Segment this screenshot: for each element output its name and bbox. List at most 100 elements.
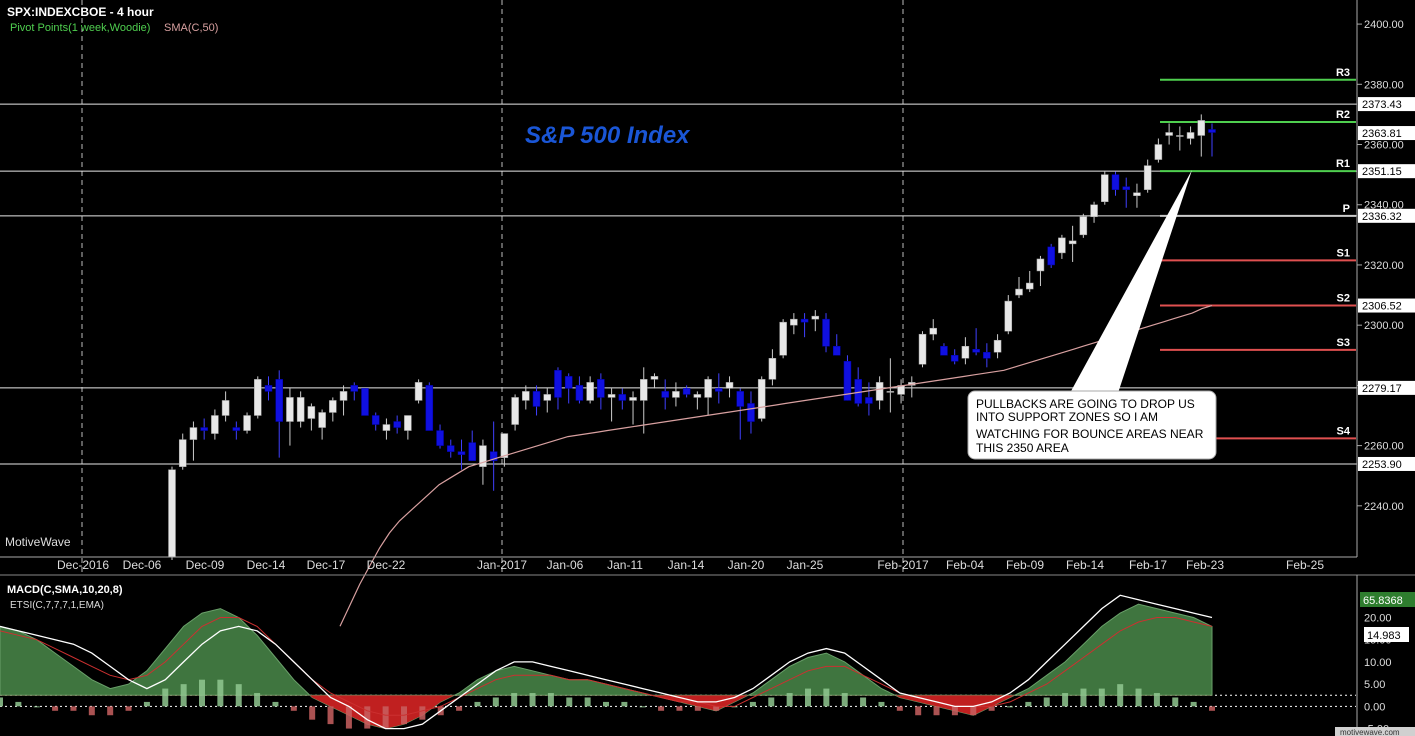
price-label-text: 2306.52 — [1362, 301, 1402, 313]
callout-line: INTO SUPPORT ZONES SO I AM — [976, 410, 1158, 424]
candle-body — [768, 358, 777, 380]
price-label-text: 2351.15 — [1362, 166, 1402, 178]
macd-histogram-bar — [492, 697, 499, 707]
candle-body — [168, 469, 176, 558]
macd-signal-line — [0, 617, 1213, 716]
candle-body — [800, 318, 809, 323]
macd-histogram-bar — [1117, 684, 1124, 707]
price-label-box — [1358, 298, 1415, 313]
macd-histogram-bar — [88, 706, 95, 716]
time-tick-label: Dec-17 — [307, 558, 346, 572]
candle-body — [822, 318, 830, 347]
macd-tick-label: 0.00 — [1364, 701, 1385, 713]
time-tick-label: Dec-09 — [186, 558, 225, 572]
macd-histogram-bar — [713, 706, 720, 711]
price-level-labels: 2373.43 2363.81 2351.15 2336.32 2306.52 2279.… — [1358, 97, 1415, 471]
macd-histogram-bar — [933, 706, 940, 716]
macd-histogram-bar — [547, 693, 554, 707]
macd-tick-label: 5.00 — [1364, 679, 1385, 691]
candle-body — [725, 382, 734, 389]
macd-title: MACD(C,SMA,10,20,8) — [7, 584, 123, 596]
time-axis: Dec-2016 Dec-06 Dec-09 Dec-14 Dec-17 Dec-22 Ja… — [57, 558, 1324, 572]
candle-body — [1111, 174, 1120, 190]
candle-body — [586, 382, 594, 401]
pivot-label: S2 — [1337, 293, 1350, 305]
macd-area-negative — [0, 695, 1212, 729]
candle-body — [1154, 144, 1163, 160]
macd-value-badge-1 — [1360, 592, 1415, 607]
pivot-label: S4 — [1337, 425, 1351, 437]
price-tick-label: 2320.00 — [1364, 260, 1404, 272]
macd-histogram-bar — [786, 693, 793, 707]
macd-histogram-bar — [1098, 688, 1105, 707]
macd-histogram-bar — [1190, 701, 1197, 707]
pivot-labels: R3 R2 R1 P S1 S2 S3 S4 — [1336, 67, 1351, 438]
macd-histogram-bar — [1007, 706, 1013, 708]
candle-body — [661, 391, 669, 398]
candle-body — [221, 400, 230, 416]
candle-body — [500, 433, 509, 458]
candle-body — [1197, 120, 1206, 136]
macd-histogram-bar — [52, 706, 59, 711]
candle-body — [854, 379, 862, 404]
price-tick-label: 2260.00 — [1364, 441, 1404, 453]
price-label-box — [1358, 164, 1415, 179]
macd-histogram-bar — [180, 684, 187, 707]
macd-histogram-bar — [70, 706, 77, 711]
macd-histogram-bar — [419, 706, 426, 720]
macd-histogram-bar — [1209, 706, 1215, 711]
candle-body — [640, 379, 648, 401]
macd-histogram-bar — [327, 706, 334, 725]
macd-histogram-bar — [1062, 693, 1069, 707]
macd-histogram-bar — [621, 701, 628, 707]
price-tick-label: 2380.00 — [1364, 79, 1404, 91]
candle-body — [1122, 186, 1130, 190]
candle-body — [790, 318, 798, 326]
candle-body — [425, 385, 434, 431]
candle-body — [704, 379, 712, 398]
candle-body — [232, 427, 241, 431]
price-label-box — [1358, 126, 1415, 141]
time-tick-label: Feb-25 — [1286, 558, 1324, 572]
candle-body — [543, 394, 552, 401]
candle-body — [1176, 135, 1184, 137]
candle-body — [865, 397, 873, 404]
candle-body — [1090, 204, 1098, 218]
time-tick-label: Jan-20 — [728, 558, 765, 572]
candle-body — [564, 376, 573, 389]
candle-body — [286, 397, 294, 422]
candle-body — [1186, 132, 1195, 139]
candle-body — [1143, 165, 1152, 190]
candle-body — [875, 382, 884, 401]
macd-histogram-bar — [1043, 697, 1050, 707]
sma-indicator-label: SMA(C,50) — [164, 22, 218, 34]
macd-histogram-bar — [915, 706, 922, 716]
price-label-text: 2279.17 — [1362, 383, 1402, 395]
price-label-box — [1358, 456, 1415, 471]
watermark-bg — [1335, 727, 1415, 736]
candle-body — [1036, 258, 1045, 272]
candle-body — [393, 421, 401, 428]
candle-body — [832, 345, 841, 356]
time-tick-label: Feb-17 — [1129, 558, 1167, 572]
price-tick-label: 2360.00 — [1364, 140, 1404, 152]
time-tick-label: Jan-2017 — [477, 558, 527, 572]
candle-body — [993, 339, 1002, 353]
time-tick-label: Jan-25 — [787, 558, 824, 572]
annotation-callout: PULLBACKS ARE GOING TO DROP US INTO SUPP… — [967, 170, 1217, 460]
candle-body — [597, 379, 605, 398]
macd-histogram-bar — [1135, 688, 1142, 707]
price-label-box — [1358, 208, 1415, 223]
candle-body — [404, 415, 412, 431]
macd-histogram-bar — [143, 701, 150, 707]
candle-body — [693, 394, 702, 398]
candle-body — [607, 394, 616, 398]
macd-histogram-bar — [860, 697, 867, 707]
price-label-text: 2336.32 — [1362, 211, 1402, 223]
candle-body — [414, 382, 423, 401]
macd-histogram-bar — [694, 706, 701, 711]
macd-histogram-bar — [823, 688, 830, 707]
price-tick-label: 2300.00 — [1364, 320, 1404, 332]
candle-body — [886, 391, 895, 393]
candle-body — [1047, 246, 1055, 266]
